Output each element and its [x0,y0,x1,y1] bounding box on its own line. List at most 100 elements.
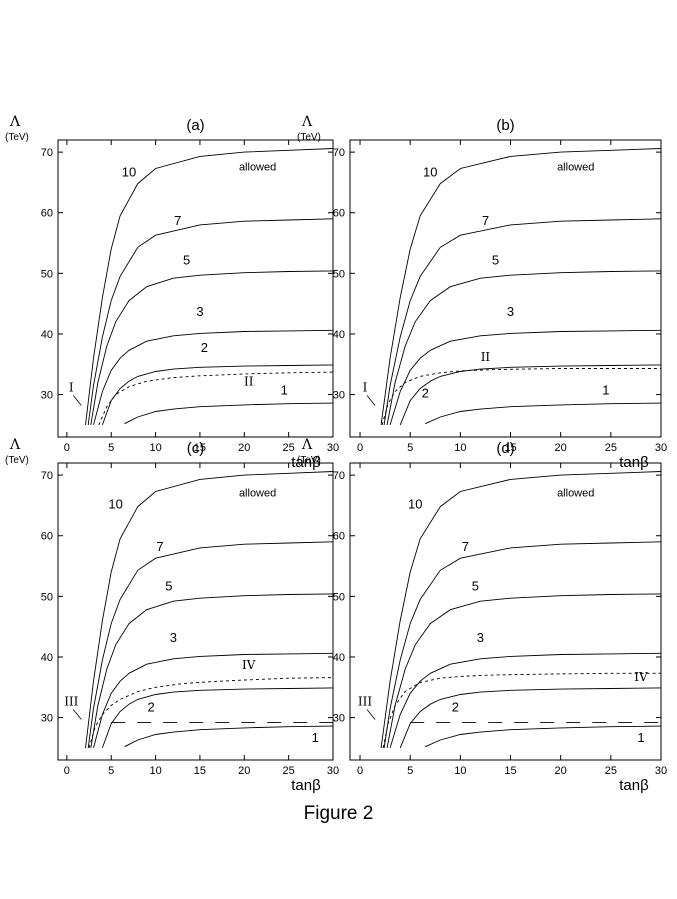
y-axis-label: Λ [9,437,21,453]
annotation-label: 10 [122,164,136,179]
y-tick-label: 40 [41,329,53,341]
series-line-3 [389,652,662,749]
x-tick-label: 25 [283,442,295,454]
y-tick-label: 60 [333,208,345,220]
y-tick-label: 70 [333,147,345,159]
series-line-7 [383,541,662,748]
series-line-IV [88,677,334,749]
x-tick-label: 30 [327,442,339,454]
annotation-label: 7 [462,539,469,554]
annotation-label: allowed [557,487,594,499]
x-tick-label: 30 [655,442,667,454]
y-tick-label: 50 [41,268,53,280]
annotation-label: 3 [507,304,514,319]
y-tick-label: 70 [41,147,53,159]
y-tick-label: 60 [41,531,53,543]
series-line-2 [101,364,334,426]
x-tick-label: 0 [357,442,363,454]
y-tick-label: 30 [333,713,345,725]
series-line-3 [93,652,334,749]
x-tick-label: 25 [283,765,295,777]
annotation-label: 3 [170,630,177,645]
series-line-2 [399,687,662,749]
annotation-label: IV [242,658,256,672]
x-tick-label: 5 [407,765,413,777]
x-tick-label: 20 [238,765,250,777]
chart-title: (d) [496,440,514,457]
y-tick-label: 70 [333,470,345,482]
series-line-5 [90,270,334,425]
series-line-7 [87,541,334,748]
annotation-label: II [244,374,254,388]
series-line-7 [87,218,334,425]
chart-title: (a) [186,117,204,134]
y-tick-label: 60 [333,531,345,543]
y-tick-label: 50 [333,268,345,280]
x-tick-label: 30 [655,765,667,777]
series-line-1 [124,725,334,748]
x-tick-label: 5 [407,442,413,454]
x-tick-label: 0 [64,765,70,777]
x-axis-label: tanβ [619,777,649,794]
y-tick-label: 40 [333,329,345,341]
series-line-II [381,368,661,426]
y-axis-unit: (TeV) [5,455,29,466]
annotation-label: 3 [477,630,484,645]
y-axis-label: Λ [9,114,21,130]
annotation-label: 1 [312,730,319,745]
y-tick-label: 40 [333,652,345,664]
series-line-2 [399,364,662,426]
annotation-label: 5 [165,578,172,593]
series-line-10 [380,148,662,425]
annotation-leader [72,709,82,720]
annotation-leader [72,395,82,406]
y-tick-label: 60 [41,208,53,220]
series-line-3 [389,329,662,426]
series-line-5 [90,593,334,748]
series-line-II [98,371,334,426]
annotation-label: III [358,694,372,708]
annotation-label: 2 [422,386,429,401]
series-line-5 [386,593,662,748]
series-line-2 [101,687,334,749]
y-tick-label: 30 [333,390,345,402]
annotation-label: 2 [201,340,208,355]
annotation-label: 10 [108,496,122,511]
x-tick-label: 10 [454,442,466,454]
y-tick-label: 50 [333,591,345,603]
x-axis-label: tanβ [291,777,321,794]
annotation-label: I [363,381,368,395]
x-tick-label: 25 [605,442,617,454]
annotation-label: allowed [239,161,276,173]
annotation-label: allowed [557,161,594,173]
y-tick-label: 30 [41,390,53,402]
y-axis-label: Λ [301,437,313,453]
series-line-IV [382,672,661,748]
x-tick-label: 0 [357,765,363,777]
series-line-5 [386,270,662,425]
chart-title: (b) [496,117,514,134]
x-tick-label: 10 [149,765,161,777]
x-tick-label: 15 [504,442,516,454]
annotation-label: 1 [637,730,644,745]
annotation-label: 5 [492,252,499,267]
annotation-label: 5 [183,252,190,267]
y-axis-unit: (TeV) [297,132,321,143]
x-tick-label: 5 [108,442,114,454]
x-tick-label: 15 [504,765,516,777]
x-tick-label: 20 [555,765,567,777]
series-line-10 [85,148,334,425]
annotation-label: 5 [472,578,479,593]
y-tick-label: 30 [41,713,53,725]
x-tick-label: 25 [605,765,617,777]
annotation-label: 10 [408,496,422,511]
plot-frame [349,139,662,438]
x-tick-label: 5 [108,765,114,777]
annotation-leader [366,395,376,406]
series-line-7 [383,218,662,425]
